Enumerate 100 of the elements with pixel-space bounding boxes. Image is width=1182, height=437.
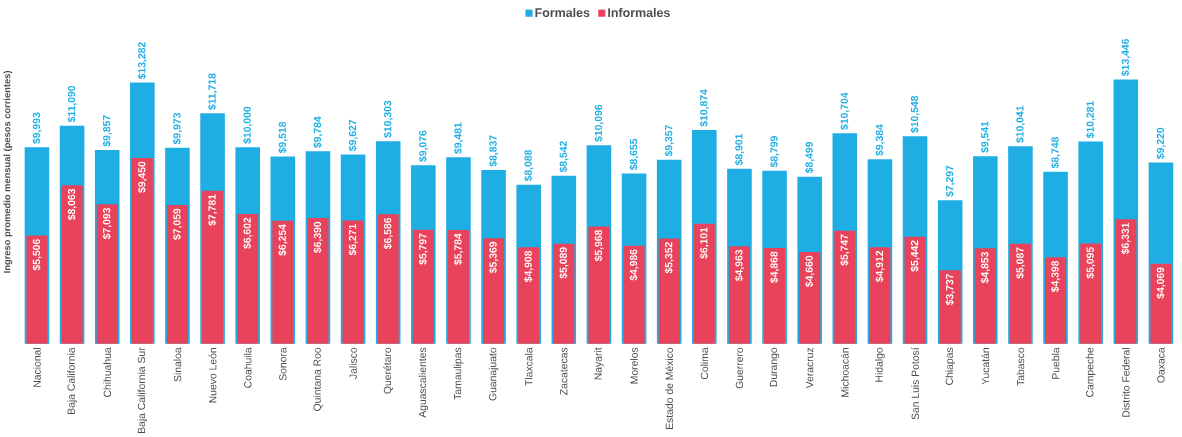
x-tick-label: Coahuila [243, 347, 252, 388]
data-label: $6,586 [383, 217, 393, 250]
x-tick-label: Morelos [630, 347, 638, 384]
x-tick-label: Chihuahua [103, 347, 112, 397]
x-tick-label: Veracruz [806, 347, 814, 389]
data-label: $11,718 [207, 73, 218, 110]
x-tick-label: Guanajuato [488, 347, 499, 401]
bar [974, 248, 996, 344]
data-label: $5,784 [453, 233, 464, 265]
data-label: $6,254 [278, 224, 288, 256]
data-label: $5,506 [32, 239, 42, 271]
data-label: $9,627 [348, 119, 358, 151]
data-label: $7,781 [207, 194, 218, 226]
bar [869, 247, 891, 344]
data-label: $8,063 [67, 188, 77, 220]
bar [658, 238, 680, 344]
data-label: $9,541 [980, 121, 990, 153]
data-label: $9,357 [664, 125, 674, 157]
bar [764, 247, 786, 344]
bar [518, 247, 540, 344]
bar [834, 230, 856, 344]
x-tick-label: Colima [700, 347, 709, 379]
data-label: $10,000 [243, 106, 253, 144]
x-tick-label: Guerrero [735, 347, 744, 389]
bar [1080, 243, 1102, 344]
data-label: $4,986 [629, 249, 639, 281]
data-label: $13,446 [1121, 38, 1131, 76]
bar [1150, 263, 1172, 344]
data-label: $8,499 [805, 141, 815, 174]
x-tick-label: Nuevo León [208, 347, 217, 403]
x-tick-label: Nayarit [594, 347, 604, 380]
data-label: $9,518 [278, 121, 288, 154]
data-label: $6,602 [243, 217, 253, 249]
x-tick-label: Estado de México [665, 347, 674, 429]
data-label: $9,973 [172, 112, 183, 145]
data-label: $4,868 [769, 251, 780, 283]
bar [307, 217, 329, 344]
x-tick-label: Sinaloa [173, 347, 182, 382]
bar [553, 243, 575, 344]
data-label: $10,548 [910, 95, 920, 133]
data-label: $9,450 [137, 161, 147, 193]
x-tick-label: Sonora [279, 347, 287, 381]
x-tick-label: Tamaulipas [453, 347, 464, 400]
bar [904, 236, 926, 344]
bar [693, 223, 715, 344]
data-label: $10,281 [1086, 100, 1096, 139]
data-label: $7,093 [102, 207, 112, 240]
data-label: $4,912 [875, 250, 885, 282]
data-label: $5,797 [418, 233, 428, 265]
bar [166, 204, 188, 344]
data-label: $7,297 [945, 165, 955, 197]
data-label: $10,874 [699, 89, 709, 127]
bar [96, 204, 118, 344]
data-label: $6,101 [699, 227, 709, 259]
data-label: $6,271 [348, 223, 358, 256]
x-tick-label: Zacatecas [560, 347, 568, 395]
data-label: $4,069 [1156, 267, 1166, 299]
x-tick-label: Oaxaca [1157, 347, 1165, 383]
data-label: $9,384 [875, 124, 885, 156]
x-tick-label: Michoacán [840, 347, 849, 397]
bar [939, 270, 961, 344]
data-label: $8,799 [769, 135, 780, 168]
data-label: $8,655 [629, 138, 639, 170]
x-tick-label: Baja California [67, 347, 77, 414]
data-label: $9,993 [32, 112, 42, 144]
data-label: $6,331 [1121, 222, 1131, 255]
data-label: $10,096 [594, 104, 604, 142]
data-label: $3,737 [945, 273, 955, 306]
data-label: $9,857 [102, 115, 112, 147]
data-label: $9,220 [1156, 127, 1166, 159]
x-tick-label: Tlaxcala [524, 347, 533, 386]
bar [1009, 243, 1031, 344]
bar [588, 226, 610, 344]
data-label: $5,369 [488, 241, 499, 273]
data-label: $5,747 [840, 234, 850, 266]
data-label: $4,963 [734, 249, 745, 281]
data-label: $8,837 [488, 135, 499, 167]
x-tick-label: Baja California Sur [137, 347, 148, 433]
bar [61, 185, 83, 344]
data-label: $5,087 [1015, 247, 1026, 279]
data-label: $5,095 [1086, 247, 1096, 279]
x-tick-label: Distrito Federal [1121, 347, 1130, 417]
data-label: $9,784 [313, 116, 323, 148]
data-label: $8,901 [734, 133, 745, 166]
bar [377, 214, 399, 344]
data-label: $4,660 [805, 255, 815, 287]
data-label: $5,968 [594, 229, 604, 262]
bar [447, 229, 469, 344]
data-label: $4,398 [1050, 260, 1061, 293]
bar [26, 235, 48, 344]
bar [202, 190, 224, 344]
x-tick-label: Quintana Roo [313, 347, 323, 411]
y-axis-title: Ingreso promedio mensual (pesos corrientes) [3, 70, 13, 273]
data-label: $5,442 [910, 240, 920, 272]
bar [799, 251, 821, 344]
data-label: $8,088 [524, 149, 534, 182]
data-label: $10,041 [1015, 105, 1026, 143]
legend-label: Informales [608, 7, 670, 17]
bar [237, 213, 259, 344]
data-label: $6,390 [313, 221, 323, 253]
